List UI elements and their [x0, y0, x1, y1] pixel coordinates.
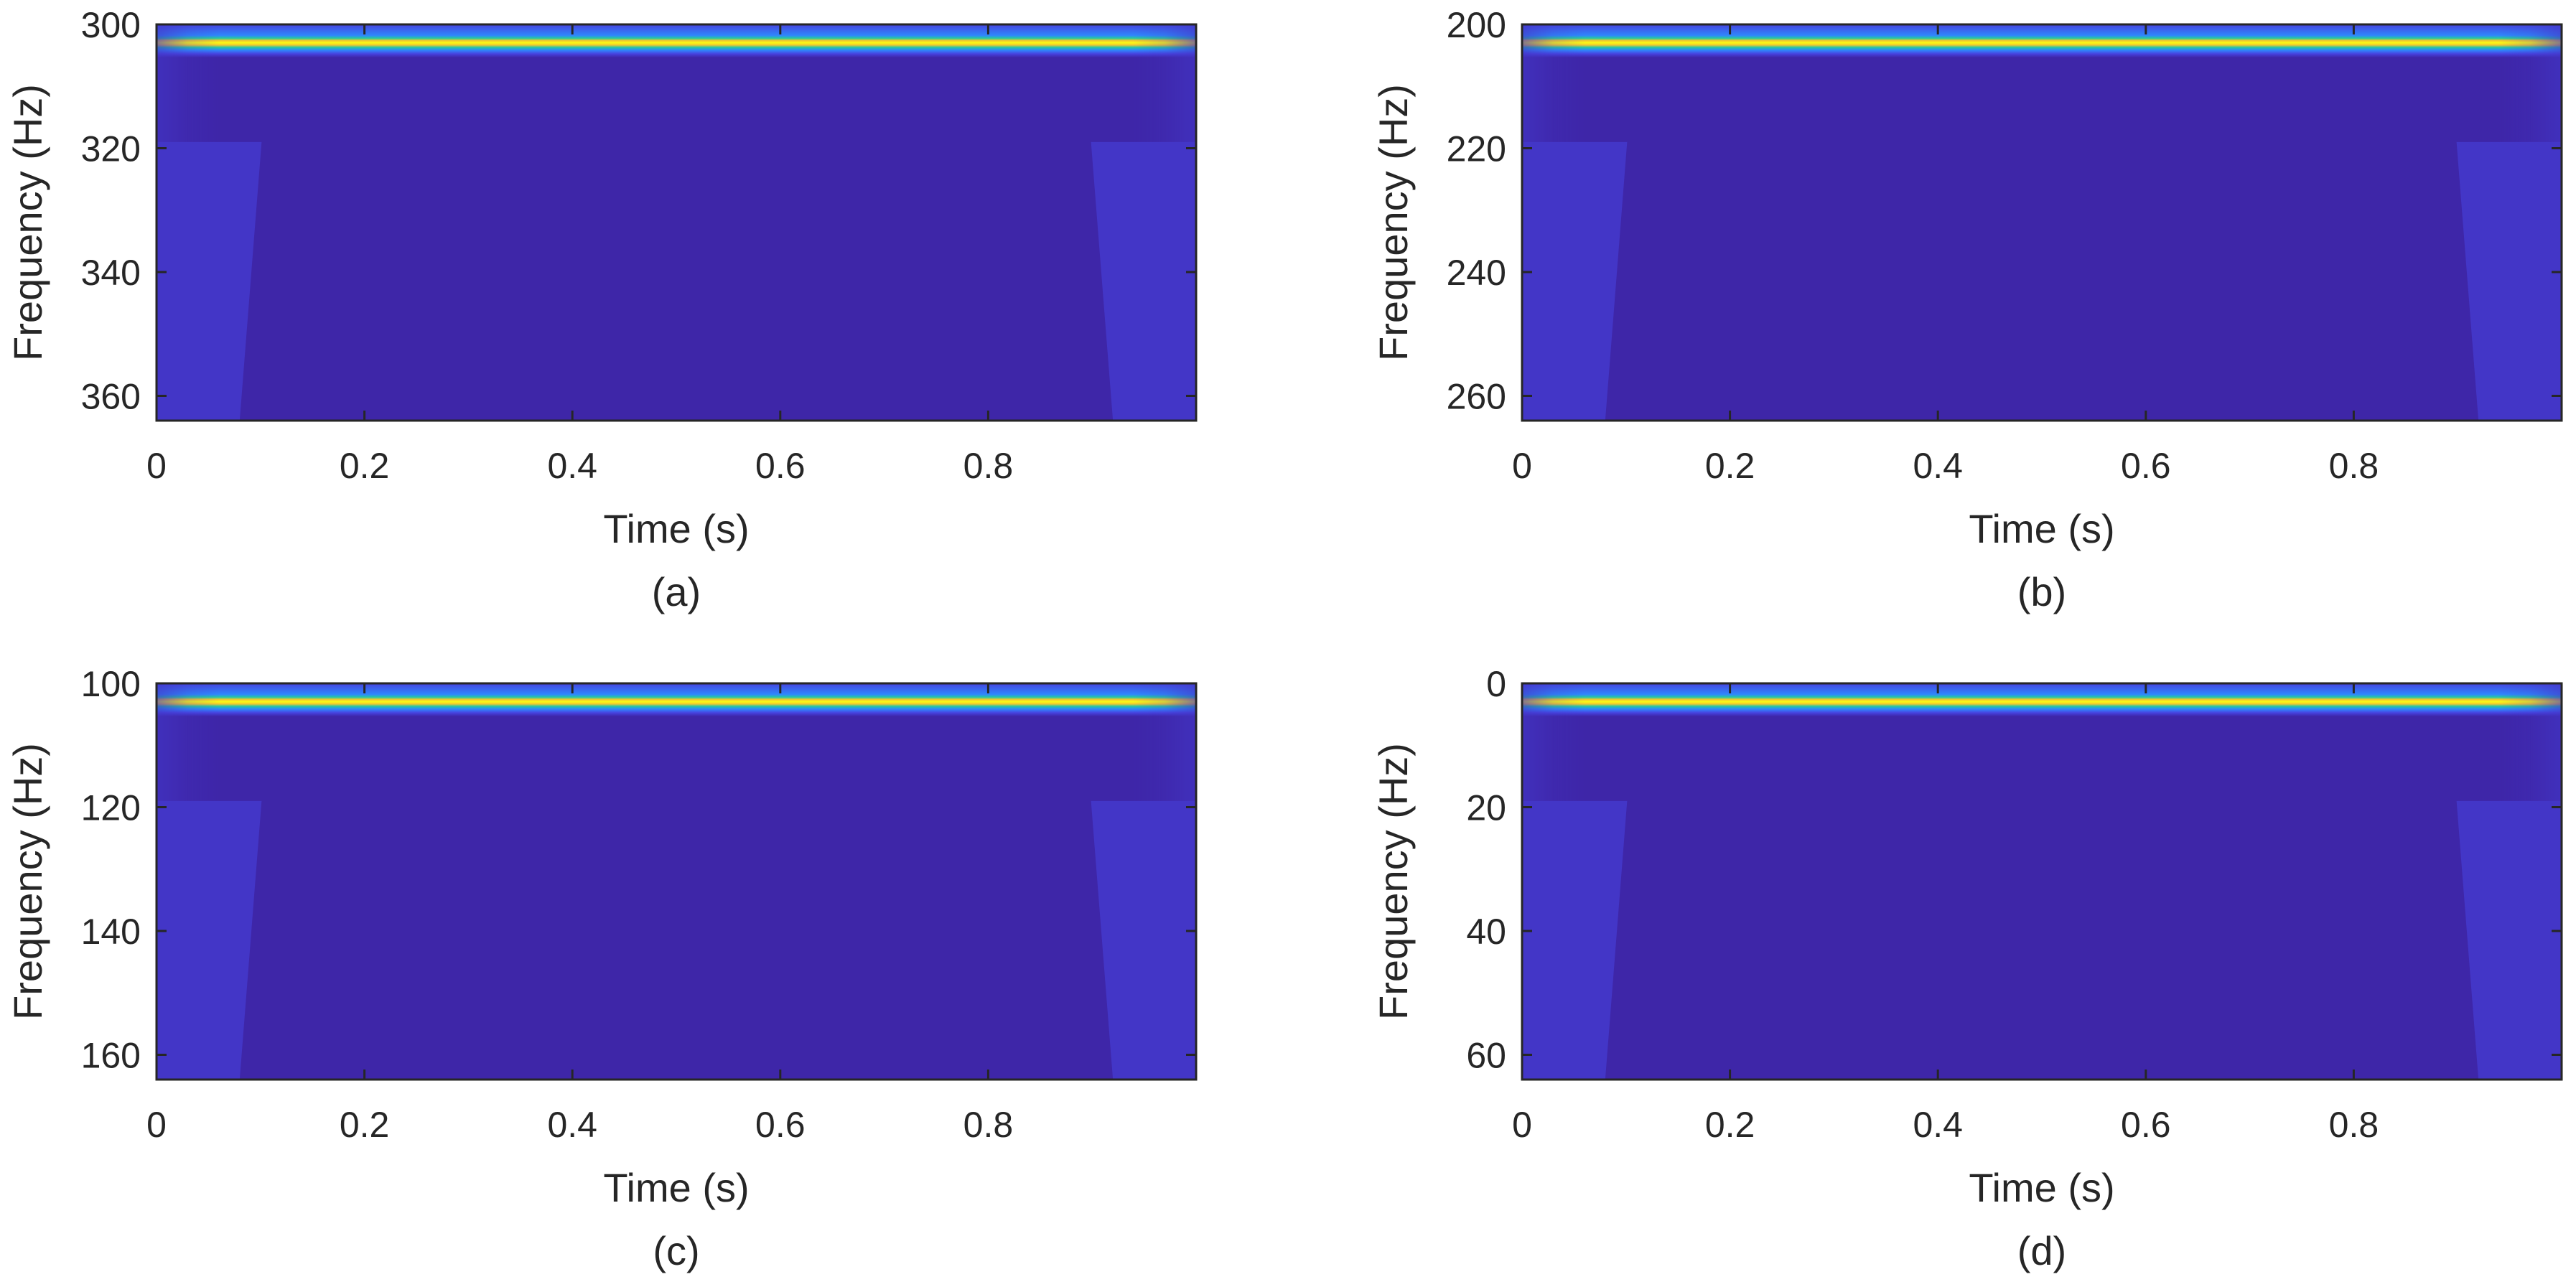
- y-tick-label: 340: [81, 253, 141, 293]
- x-tick-label: 0.4: [547, 446, 597, 486]
- x-tick-label: 0.2: [1705, 1105, 1755, 1145]
- subplot-caption: (a): [652, 569, 701, 614]
- subplot-caption: (c): [653, 1228, 699, 1273]
- subplot-d: 0 0.2 0.4 0.6 0.8 0 20 40 60 Time (s) Frequency (H…: [1371, 664, 2563, 1273]
- x-axis-label: Time (s): [1969, 506, 2114, 551]
- y-tick-label: 360: [81, 377, 141, 417]
- x-tick-label: 0: [146, 1105, 167, 1145]
- axes-box: [1521, 23, 2563, 422]
- subplot-a: 0 0.2 0.4 0.6 0.8 300 320 340 360 Time (s) Frequen…: [5, 5, 1198, 614]
- subplot-caption: (b): [2017, 569, 2066, 614]
- y-tick-label: 140: [81, 912, 141, 952]
- y-tick-label: 120: [81, 788, 141, 828]
- axes-box: [155, 682, 1198, 1081]
- y-axis-label: Frequency (Hz): [1371, 743, 1416, 1020]
- x-tick-label: 0: [1512, 1105, 1532, 1145]
- y-tick-label: 20: [1466, 788, 1506, 828]
- x-tick-label: 0.8: [2329, 1105, 2379, 1145]
- y-tick-label: 60: [1466, 1036, 1506, 1076]
- x-axis-label: Time (s): [603, 1165, 749, 1210]
- y-tick-label: 160: [81, 1036, 141, 1076]
- frequency-ridge: [1522, 24, 2562, 142]
- y-tick-label: 300: [81, 5, 141, 45]
- frequency-ridge: [157, 24, 1196, 142]
- x-tick-label: 0.2: [1705, 446, 1755, 486]
- y-tick-label: 0: [1486, 664, 1506, 704]
- x-tick-label: 0: [1512, 446, 1532, 486]
- x-tick-label: 0.4: [547, 1105, 597, 1145]
- x-tick-label: 0: [146, 446, 167, 486]
- x-tick-label: 0.8: [2329, 446, 2379, 486]
- subplot-caption: (d): [2017, 1228, 2066, 1273]
- x-tick-label: 0.2: [340, 1105, 390, 1145]
- spectrogram-image: [1522, 24, 2562, 421]
- frequency-ridge: [157, 683, 1196, 801]
- y-tick-label: 260: [1447, 377, 1506, 417]
- x-tick-label: 0.4: [1913, 1105, 1963, 1145]
- x-tick-label: 0.6: [755, 446, 806, 486]
- y-tick-label: 100: [81, 664, 141, 704]
- y-axis-label: Frequency (Hz): [1371, 84, 1416, 361]
- x-axis-label: Time (s): [1969, 1165, 2114, 1210]
- axes-box: [155, 23, 1198, 422]
- subplot-b: 0 0.2 0.4 0.6 0.8 200 220 240 260 Time (s) Frequen…: [1371, 5, 2563, 614]
- subplot-c: 0 0.2 0.4 0.6 0.8 100 120 140 160 Time (s) Frequen…: [5, 664, 1198, 1273]
- x-tick-label: 0.6: [2121, 446, 2171, 486]
- y-tick-label: 220: [1447, 129, 1506, 169]
- y-axis-label: Frequency (Hz): [5, 84, 50, 361]
- x-tick-label: 0.4: [1913, 446, 1963, 486]
- frequency-ridge: [1522, 683, 2562, 801]
- x-tick-label: 0.8: [963, 1105, 1014, 1145]
- spectrogram-image: [1522, 683, 2562, 1080]
- y-tick-label: 240: [1447, 253, 1506, 293]
- y-tick-label: 320: [81, 129, 141, 169]
- spectrogram-image: [157, 683, 1196, 1080]
- y-tick-label: 200: [1447, 5, 1506, 45]
- x-tick-label: 0.2: [340, 446, 390, 486]
- x-tick-label: 0.6: [755, 1105, 806, 1145]
- x-axis-label: Time (s): [603, 506, 749, 551]
- y-axis-label: Frequency (Hz): [5, 743, 50, 1020]
- x-tick-label: 0.8: [963, 446, 1014, 486]
- spectrogram-image: [157, 24, 1196, 421]
- axes-box: [1521, 682, 2563, 1081]
- y-tick-label: 40: [1466, 912, 1506, 952]
- x-tick-label: 0.6: [2121, 1105, 2171, 1145]
